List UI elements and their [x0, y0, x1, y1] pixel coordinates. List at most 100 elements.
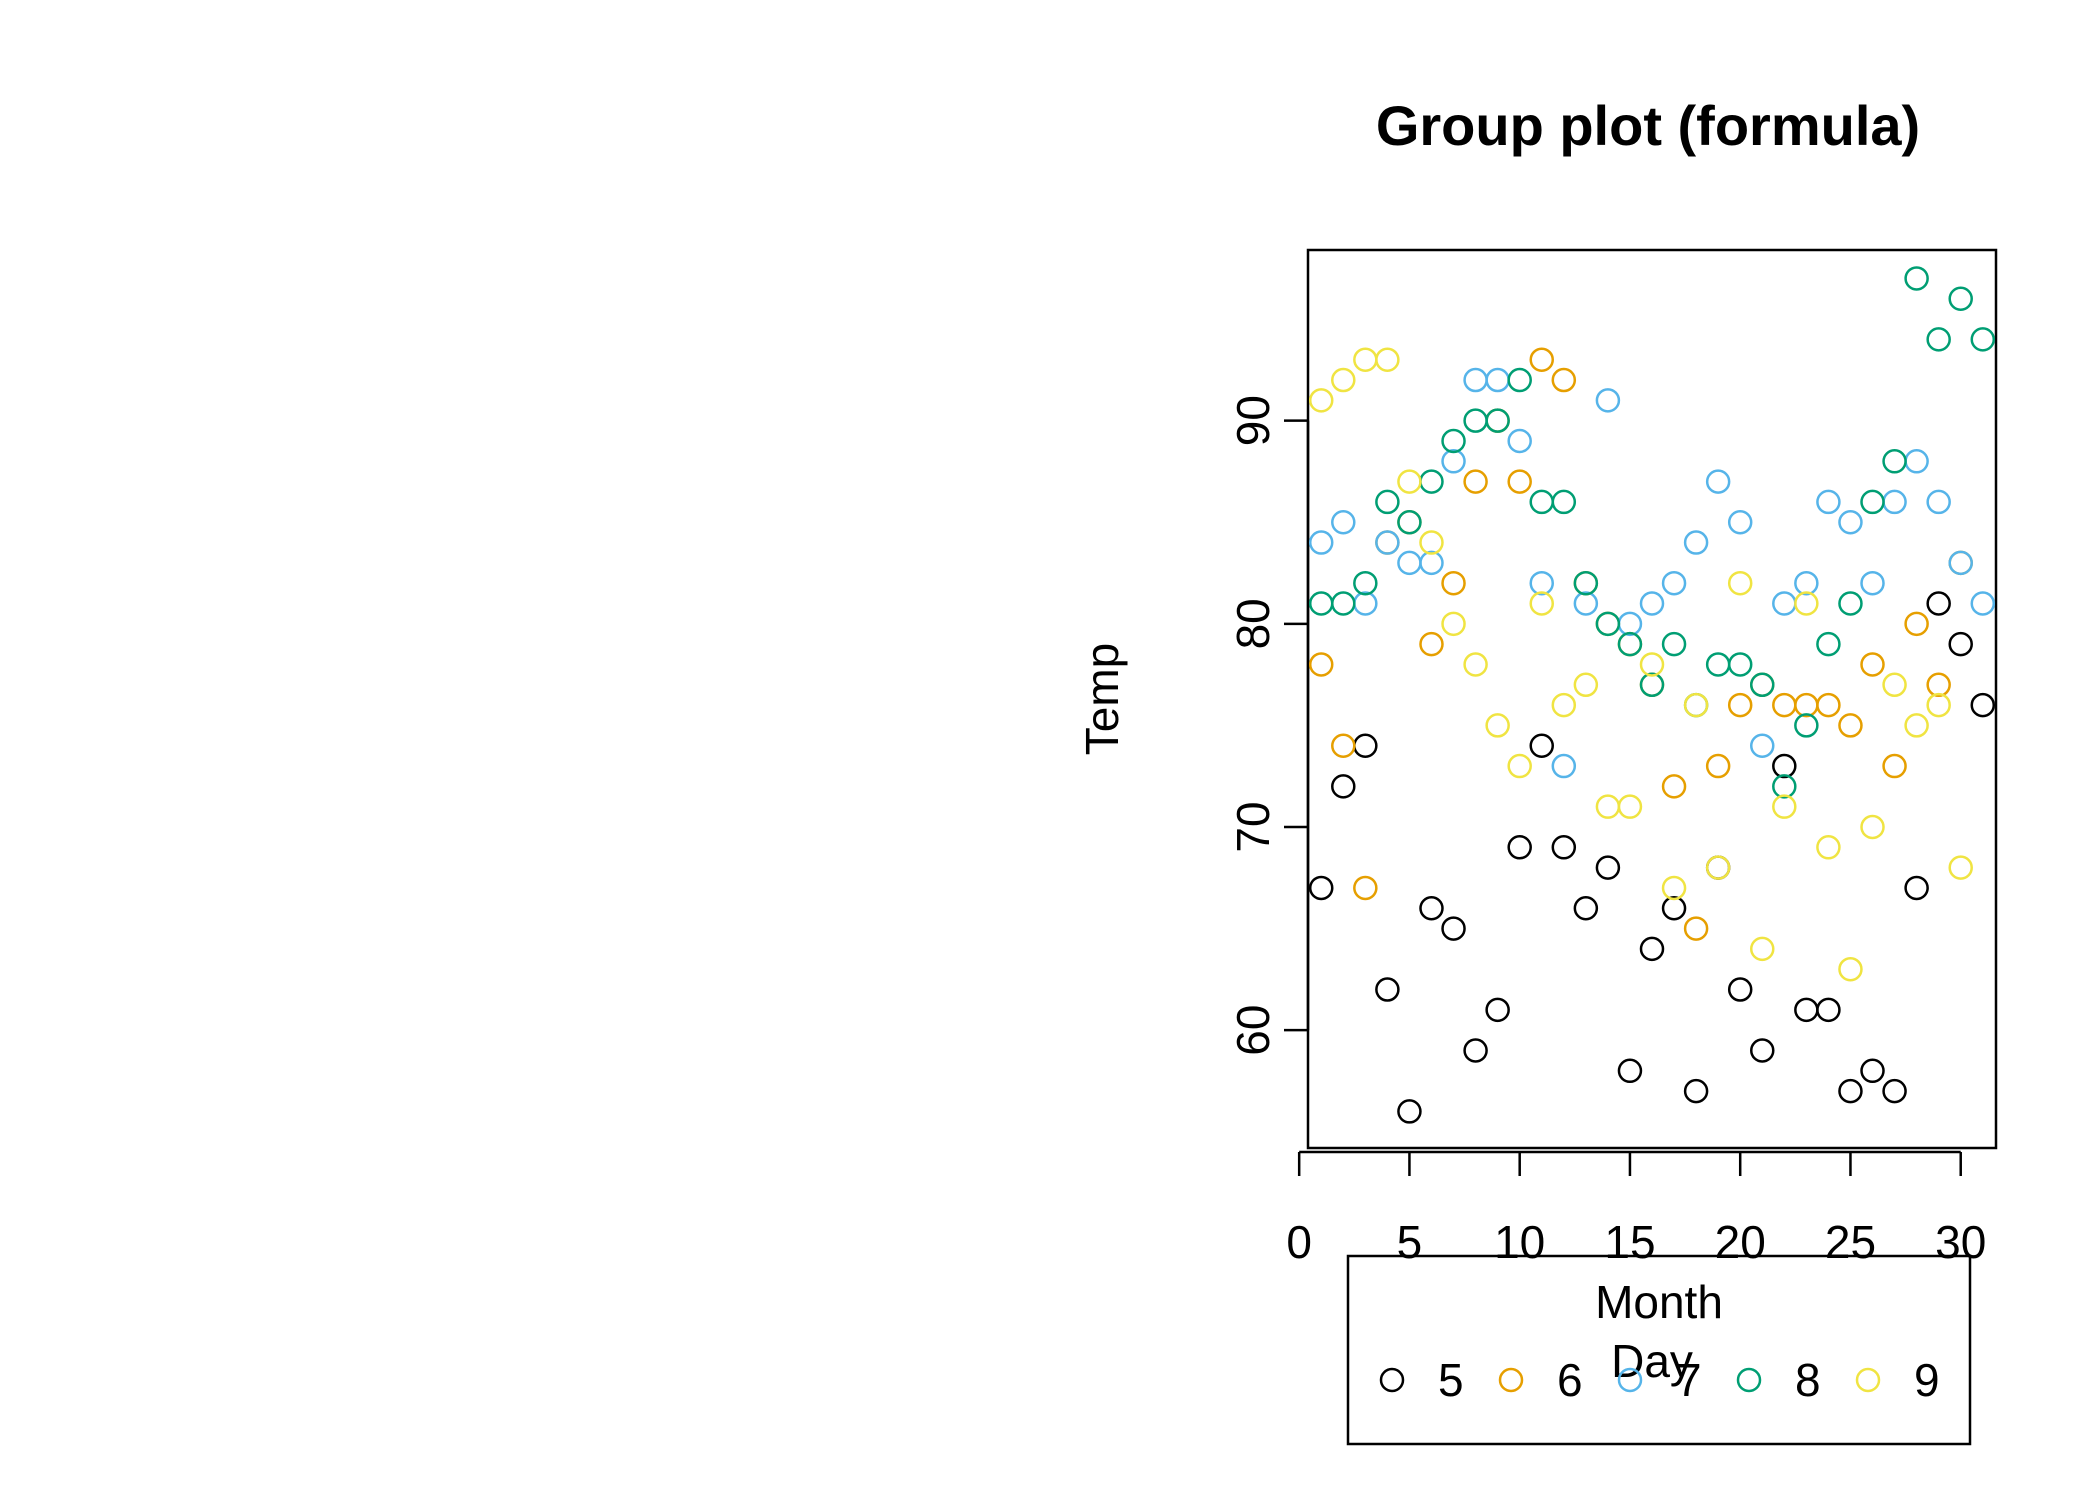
data-point: [1882, 753, 1907, 779]
data-point: [1573, 896, 1599, 921]
data-point: [1794, 713, 1819, 738]
data-point: [1331, 733, 1356, 758]
data-point: [1860, 570, 1885, 596]
data-point: [1419, 550, 1444, 576]
data-point: [1485, 408, 1510, 433]
data-point: [1727, 570, 1753, 596]
chart-title: Group plot (formula): [1376, 94, 1920, 157]
data-point: [1331, 367, 1356, 393]
data-point: [1705, 469, 1731, 494]
y-tick-label: 70: [1227, 801, 1279, 852]
legend-title: Month: [1595, 1276, 1723, 1328]
data-point: [1772, 794, 1797, 819]
data-point: [1507, 367, 1532, 393]
data-point: [1551, 367, 1577, 393]
legend-symbol: [1617, 1367, 1643, 1393]
data-point: [1816, 997, 1841, 1023]
data-point: [1308, 388, 1334, 413]
data-point: [1727, 692, 1753, 718]
data-point: [1529, 570, 1554, 596]
legend-symbol: [1498, 1367, 1524, 1393]
data-point: [1904, 611, 1929, 637]
data-point: [1353, 591, 1378, 616]
data-point: [1551, 835, 1577, 860]
data-point: [1794, 570, 1819, 596]
data-point: [1551, 489, 1577, 515]
data-point: [1397, 1099, 1422, 1124]
data-point: [1375, 489, 1400, 515]
data-point: [1683, 692, 1709, 718]
data-point: [1639, 936, 1665, 962]
data-point: [1308, 591, 1334, 616]
x-tick-label: 30: [1935, 1216, 1986, 1268]
data-point: [1595, 611, 1621, 637]
data-point: [1573, 591, 1599, 616]
data-point: [1816, 835, 1841, 860]
plot-frame: [1306, 248, 1998, 1150]
data-point: [1308, 652, 1334, 677]
data-point: [1375, 977, 1400, 1002]
data-point: [1970, 692, 1996, 718]
data-point: [1639, 672, 1665, 698]
data-point: [1353, 875, 1378, 901]
x-tick-label: 20: [1715, 1216, 1766, 1268]
y-axis-label: Temp: [1076, 643, 1128, 755]
data-point: [1705, 753, 1731, 779]
data-point: [1397, 469, 1422, 494]
data-point: [1838, 509, 1863, 535]
data-point: [1397, 509, 1422, 535]
data-point: [1860, 489, 1885, 515]
data-point: [1772, 774, 1797, 799]
data-point: [1904, 266, 1929, 291]
data-point: [1353, 347, 1378, 372]
legend-label: 9: [1914, 1354, 1940, 1406]
data-point: [1573, 570, 1599, 596]
data-point: [1463, 469, 1488, 494]
data-point: [1331, 591, 1356, 616]
data-point: [1683, 530, 1709, 555]
x-tick-label: 25: [1825, 1216, 1876, 1268]
data-point: [1441, 428, 1466, 454]
data-point: [1772, 591, 1797, 616]
data-point: [1507, 469, 1532, 494]
data-point: [1397, 550, 1422, 576]
data-point: [1750, 672, 1775, 698]
data-point: [1639, 652, 1665, 677]
y-tick-label: 90: [1227, 395, 1279, 446]
x-axis: 0 5 10 15 20 25 30: [1286, 1150, 1986, 1268]
data-point: [1617, 611, 1643, 637]
data-point: [1794, 692, 1819, 718]
data-point: [1794, 997, 1819, 1023]
y-tick-label: 80: [1227, 598, 1279, 649]
data-point: [1926, 672, 1951, 698]
data-point: [1882, 1078, 1907, 1104]
data-point: [1507, 753, 1532, 779]
data-point: [1331, 509, 1356, 535]
data-point: [1882, 449, 1907, 474]
data-point: [1419, 896, 1444, 921]
data-point: [1705, 855, 1731, 880]
data-point: [1727, 509, 1753, 535]
data-point: [1595, 794, 1621, 819]
data-point: [1948, 631, 1973, 657]
data-point: [1463, 367, 1488, 393]
data-point: [1485, 713, 1510, 738]
legend-label: 6: [1557, 1354, 1583, 1406]
data-point: [1595, 855, 1621, 880]
data-point: [1794, 591, 1819, 616]
data-point: [1904, 713, 1929, 738]
x-tick-label: 0: [1286, 1216, 1312, 1268]
data-point: [1617, 631, 1643, 657]
data-point: [1551, 692, 1577, 718]
data-point: [1838, 1078, 1863, 1104]
data-point: [1816, 489, 1841, 515]
data-point: [1683, 1078, 1709, 1104]
data-point: [1926, 692, 1951, 718]
y-tick-label: 60: [1227, 1005, 1279, 1056]
data-point: [1485, 367, 1510, 393]
data-point: [1926, 327, 1951, 352]
data-point: [1772, 753, 1797, 779]
data-point: [1463, 408, 1488, 433]
data-point: [1860, 1058, 1885, 1084]
